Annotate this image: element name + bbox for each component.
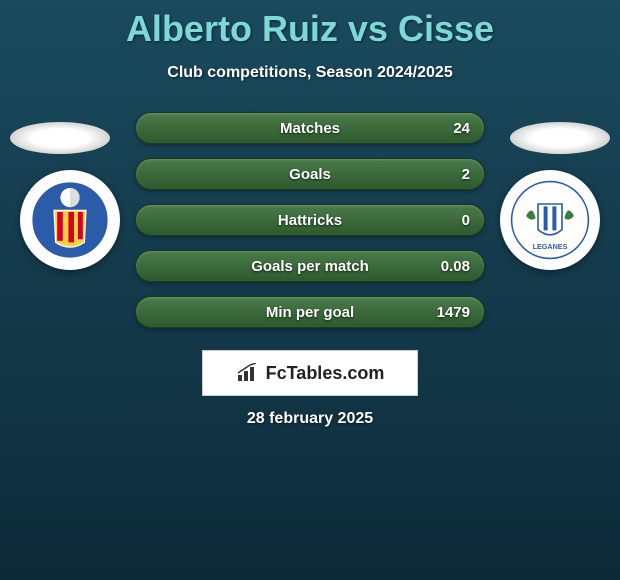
- stat-label: Goals per match: [251, 258, 369, 275]
- stat-row: Min per goal 1479: [135, 296, 485, 328]
- club-crest-left: [20, 170, 120, 270]
- date-text: 28 february 2025: [0, 410, 620, 428]
- stat-label: Hattricks: [278, 212, 342, 229]
- player-right-placeholder: [510, 122, 610, 154]
- stat-label: Matches: [280, 120, 340, 137]
- stat-value: 0.08: [441, 258, 470, 275]
- svg-text:LEGANES: LEGANES: [533, 242, 568, 251]
- stat-label: Min per goal: [266, 304, 354, 321]
- player-left-placeholder: [10, 122, 110, 154]
- club-crest-right: LEGANES: [500, 170, 600, 270]
- fctables-logo[interactable]: FcTables.com: [202, 350, 418, 396]
- stats-list: Matches 24 Goals 2 Hattricks 0 Goals per…: [135, 112, 485, 328]
- stat-value: 24: [453, 120, 470, 137]
- page-title: Alberto Ruiz vs Cisse: [0, 8, 620, 50]
- stat-row: Goals 2: [135, 158, 485, 190]
- subtitle: Club competitions, Season 2024/2025: [0, 64, 620, 82]
- stat-value: 1479: [437, 304, 470, 321]
- stat-row: Goals per match 0.08: [135, 250, 485, 282]
- stat-value: 2: [462, 166, 470, 183]
- stat-value: 0: [462, 212, 470, 229]
- stat-row: Hattricks 0: [135, 204, 485, 236]
- logo-text: FcTables.com: [266, 363, 385, 384]
- getafe-icon: [30, 180, 110, 260]
- stat-label: Goals: [289, 166, 331, 183]
- chart-icon: [236, 363, 260, 383]
- stat-row: Matches 24: [135, 112, 485, 144]
- leganes-icon: LEGANES: [510, 180, 590, 260]
